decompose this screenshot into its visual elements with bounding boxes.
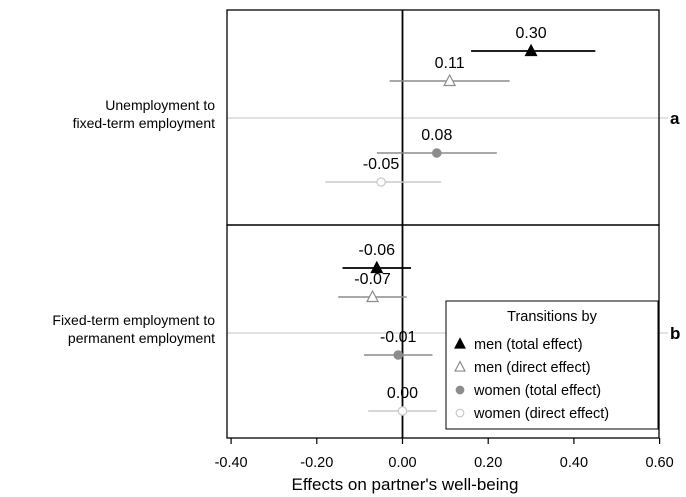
- panel-label-line: Fixed-term employment to: [52, 312, 215, 328]
- value-label: 0.11: [435, 55, 465, 72]
- estimate-a-women_direct: -0.05: [325, 156, 442, 187]
- value-label: -0.06: [359, 242, 396, 259]
- value-label: -0.05: [363, 156, 400, 173]
- estimate-b-women_direct: 0.00: [368, 385, 437, 416]
- x-tick-label: 0.00: [388, 455, 416, 471]
- x-tick-label: 0.60: [645, 455, 673, 471]
- point-marker: [524, 43, 538, 57]
- point-marker: [443, 73, 457, 87]
- panel-letter-a: a: [670, 109, 680, 128]
- panel-frame-b: [226, 224, 660, 439]
- x-tick-label: -0.40: [215, 455, 248, 471]
- panel-label-line: permanent employment: [68, 330, 215, 346]
- x-tick-label: 0.20: [474, 455, 502, 471]
- legend-entry-women_direct: women (direct effect): [455, 406, 609, 422]
- legend-marker: [454, 337, 466, 349]
- point-marker: [376, 177, 386, 187]
- x-tick-label: 0.40: [560, 455, 588, 471]
- legend-entry-men_direct: men (direct effect): [454, 360, 591, 376]
- legend-label: women (direct effect): [473, 406, 609, 422]
- x-tick-label: -0.20: [300, 455, 333, 471]
- x-axis: -0.40 -0.20 0.00 0.20 0.40 0.60: [215, 438, 674, 471]
- legend: Transitions by men (total effect) men (dir…: [445, 300, 659, 430]
- panel-labels: Unemployment to fixed-term employment a Fix…: [52, 97, 680, 346]
- point-marker: [397, 406, 408, 416]
- legend-marker: [455, 385, 465, 395]
- value-label: 0.30: [515, 25, 546, 42]
- estimate-a-women_total: 0.08: [376, 127, 497, 158]
- estimate-a-men_direct: 0.11: [389, 55, 510, 87]
- panel-frames: [226, 9, 660, 439]
- legend-entry-men_total: men (total effect): [454, 337, 583, 353]
- panel-label-line: fixed-term employment: [73, 115, 215, 131]
- legend-entry-women_total: women (total effect): [455, 383, 601, 399]
- legend-label: men (direct effect): [474, 360, 591, 376]
- legend-label: women (total effect): [473, 383, 601, 399]
- legend-marker: [455, 408, 465, 418]
- point-marker: [431, 148, 442, 158]
- estimate-b-women_total: -0.01: [363, 329, 433, 360]
- estimate-a-men_total: 0.30: [471, 25, 596, 57]
- legend-marker: [454, 360, 466, 372]
- value-label: 0.08: [421, 127, 452, 144]
- legend-title: Transitions by: [507, 309, 597, 325]
- estimate-b-men_total: -0.06: [342, 242, 412, 274]
- legend-label: men (total effect): [474, 337, 583, 353]
- panel-label-line: Unemployment to: [105, 97, 215, 113]
- value-label: -0.07: [354, 271, 391, 288]
- estimates: 0.30 0.11 0.08 -0.05 -0.06 -0.07 -0.01 0.00: [325, 25, 596, 416]
- point-marker: [370, 260, 384, 274]
- point-marker: [393, 350, 404, 360]
- legend-box: [445, 300, 659, 430]
- x-axis-label: Effects on partner's well-being: [292, 475, 519, 494]
- estimate-b-men_direct: -0.07: [338, 271, 407, 303]
- value-label: -0.01: [380, 329, 417, 346]
- value-label: 0.00: [387, 385, 418, 402]
- panel-letter-b: b: [670, 324, 680, 343]
- point-marker: [366, 289, 379, 303]
